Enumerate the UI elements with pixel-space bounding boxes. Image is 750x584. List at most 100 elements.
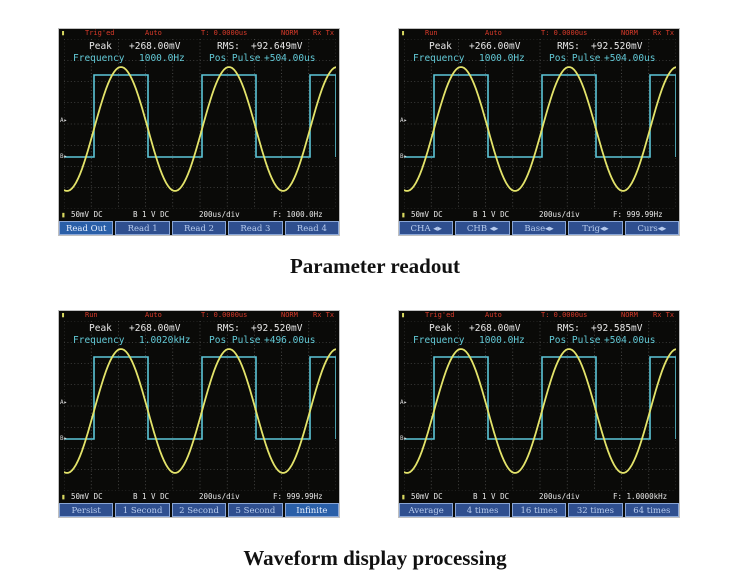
timebase-setting: 200us/div (199, 210, 240, 219)
square-wave-trace (404, 356, 676, 440)
softkey-3[interactable]: 16 times (511, 503, 567, 517)
sine-wave-trace (404, 66, 676, 192)
trigger-time: T: 0.0000us (541, 29, 588, 37)
channel-b-marker: B▸ (400, 435, 408, 442)
status-top-bar: ▮ Run Auto T: 0.0000us NORM Rx Tx (59, 311, 339, 320)
channel-b-setting: B 1 V DC (473, 210, 510, 219)
channel-a-setting: 50mV DC (71, 210, 103, 219)
channel-a-marker: A▸ (400, 117, 408, 124)
peak-label: Peak (429, 323, 452, 334)
acquisition-mode: Trig'ed (425, 311, 455, 319)
graticule (64, 321, 336, 491)
waveform-plot (404, 39, 676, 209)
oscilloscope-screen-4: ▮ Trig'ed Auto T: 0.0000us NORM Rx Tx A▸… (398, 310, 680, 518)
softkey-2[interactable]: 4 times (455, 503, 510, 517)
softkey-3[interactable]: Base◂▸ (511, 221, 567, 235)
acquisition-mode: Run (425, 29, 438, 37)
channel-b-setting: B 1 V DC (473, 492, 510, 501)
channel-b-marker: B▸ (60, 435, 68, 442)
softkey-1[interactable]: Persist (59, 503, 114, 517)
channel-b-marker: B▸ (400, 153, 408, 160)
rx-tx-indicator: Rx Tx (653, 311, 675, 319)
waveform-plot (404, 321, 676, 491)
channel-a-setting: 50mV DC (71, 492, 103, 501)
frequency-label: Frequency (413, 53, 465, 64)
channel-a-icon: ▮ (401, 210, 406, 219)
softkey-5[interactable]: Read 4 (284, 221, 339, 235)
softkey-4[interactable]: 5 Second (228, 503, 283, 517)
graticule (404, 321, 676, 491)
trigger-time: T: 0.0000us (201, 29, 248, 37)
caption-waveform-display-processing: Waveform display processing (243, 546, 507, 570)
frequency-counter: F: 999.99Hz (273, 492, 323, 501)
channel-a-icon: ▮ (401, 492, 406, 501)
softkey-1[interactable]: CHA ◂▸ (399, 221, 454, 235)
frequency-label: Frequency (73, 335, 125, 346)
rx-tx-indicator: Rx Tx (653, 29, 675, 37)
status-bottom-bar: ▮ 50mV DC B 1 V DC 200us/div F: 1000.0Hz (59, 210, 339, 220)
pos-pulse-label: Pos Pulse (209, 335, 261, 346)
softkey-3[interactable]: 2 Second (171, 503, 227, 517)
softkey-3[interactable]: Read 2 (171, 221, 227, 235)
sine-wave-trace (64, 66, 336, 192)
channel-b-setting: B 1 V DC (133, 492, 170, 501)
oscilloscope-screen-1: ▮ Trig'ed Auto T: 0.0000us NORM Rx Tx A▸… (58, 28, 340, 236)
softkey-5[interactable]: Infinite (284, 503, 339, 517)
trigger-mode: Auto (485, 29, 502, 37)
pos-pulse-value: +504.00us (604, 335, 656, 346)
square-wave-trace (64, 356, 336, 440)
status-bottom-bar: ▮ 50mV DC B 1 V DC 200us/div F: 999.99Hz (399, 210, 679, 220)
softkey-2[interactable]: 1 Second (115, 503, 170, 517)
timebase-setting: 200us/div (539, 492, 580, 501)
rx-tx-indicator: Rx Tx (313, 311, 335, 319)
softkey-bar: Persist 1 Second 2 Second 5 Second Infinite (59, 503, 339, 517)
channel-a-marker: A▸ (60, 399, 68, 406)
softkey-2[interactable]: Read 1 (115, 221, 170, 235)
peak-value: +268.00mV (129, 41, 181, 52)
channel-a-setting: 50mV DC (411, 210, 443, 219)
trigger-time: T: 0.0000us (201, 311, 248, 319)
softkey-5[interactable]: Curs◂▸ (624, 221, 679, 235)
channel-a-icon: ▮ (61, 492, 66, 501)
peak-value: +268.00mV (129, 323, 181, 334)
status-top-bar: ▮ Trig'ed Auto T: 0.0000us NORM Rx Tx (399, 311, 679, 320)
softkey-4[interactable]: Trig◂▸ (568, 221, 623, 235)
frequency-value: 1000.0Hz (139, 53, 185, 64)
frequency-counter: F: 1.0000kHz (613, 492, 668, 501)
timebase-setting: 200us/div (539, 210, 580, 219)
channel-icon: ▮ (401, 29, 406, 37)
trigger-time: T: 0.0000us (541, 311, 588, 319)
trigger-mode: Auto (145, 311, 162, 319)
rms-value: +92.520mV (251, 323, 303, 334)
graticule (64, 39, 336, 209)
pos-pulse-value: +504.00us (604, 53, 656, 64)
softkey-4[interactable]: Read 3 (228, 221, 283, 235)
peak-value: +268.00mV (469, 323, 521, 334)
rms-label: RMS: (217, 41, 240, 52)
status-top-bar: ▮ Trig'ed Auto T: 0.0000us NORM Rx Tx (59, 29, 339, 38)
softkey-2[interactable]: CHB ◂▸ (455, 221, 510, 235)
rx-tx-indicator: Rx Tx (313, 29, 335, 37)
softkey-bar: Average 4 times 16 times 32 times 64 times (399, 503, 679, 517)
pos-pulse-value: +496.00us (264, 335, 316, 346)
softkey-5[interactable]: 64 times (624, 503, 679, 517)
channel-icon: ▮ (61, 29, 66, 37)
oscilloscope-screen-2: ▮ Run Auto T: 0.0000us NORM Rx Tx A▸ B▸ … (398, 28, 680, 236)
acquisition-mode: Run (85, 311, 98, 319)
status-bottom-bar: ▮ 50mV DC B 1 V DC 200us/div F: 999.99Hz (59, 492, 339, 502)
sine-wave-trace (404, 348, 676, 474)
frequency-value: 1.0020kHz (139, 335, 191, 346)
channel-b-marker: B▸ (60, 153, 68, 160)
frequency-value: 1000.0Hz (479, 53, 525, 64)
softkey-1[interactable]: Read Out (59, 221, 114, 235)
channel-icon: ▮ (61, 311, 66, 319)
caption-parameter-readout: Parameter readout (289, 254, 461, 278)
softkey-4[interactable]: 32 times (568, 503, 623, 517)
softkey-1[interactable]: Average (399, 503, 454, 517)
peak-label: Peak (429, 41, 452, 52)
rms-label: RMS: (217, 323, 240, 334)
oscilloscope-screen-3: ▮ Run Auto T: 0.0000us NORM Rx Tx A▸ B▸ … (58, 310, 340, 518)
frequency-counter: F: 1000.0Hz (273, 210, 323, 219)
sine-wave-trace (64, 348, 336, 474)
frequency-value: 1000.0Hz (479, 335, 525, 346)
